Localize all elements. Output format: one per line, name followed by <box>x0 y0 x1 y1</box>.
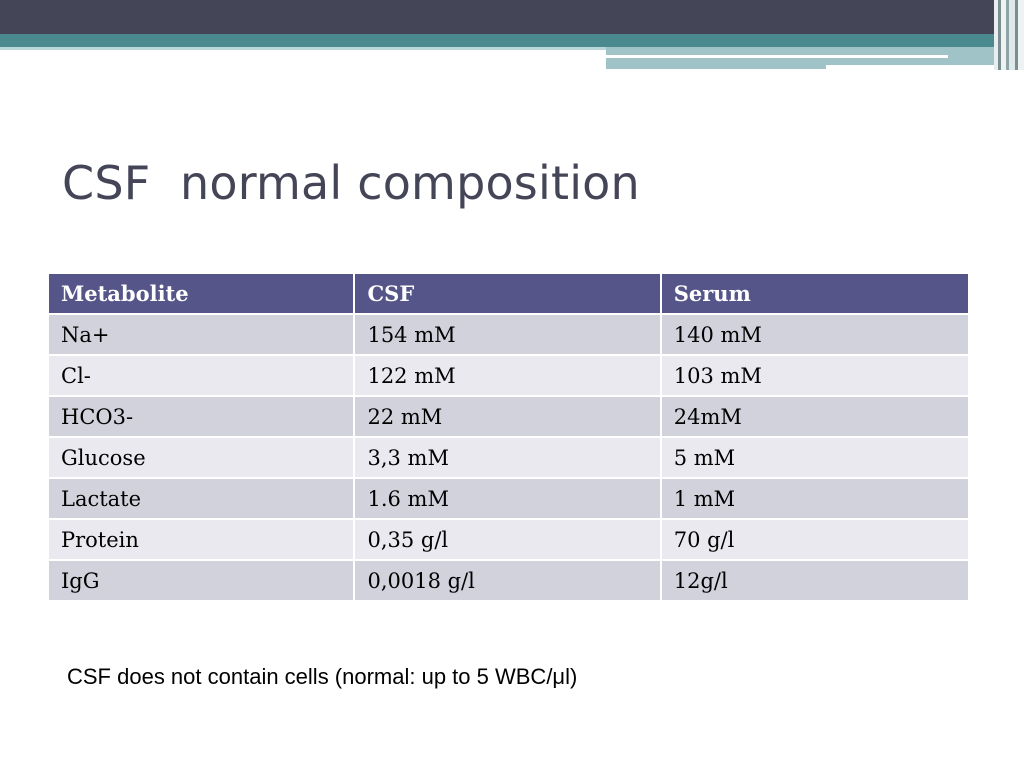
top-band-teal <box>0 34 1024 47</box>
cell-serum: 140 mM <box>659 313 971 356</box>
cell-metabolite: HCO3- <box>46 395 356 438</box>
cell-csf: 0,35 g/l <box>353 518 662 561</box>
cell-serum: 1 mM <box>659 477 971 520</box>
cell-serum: 5 mM <box>659 436 971 479</box>
cell-csf: 154 mM <box>353 313 662 356</box>
top-band-accent-underline <box>606 65 826 69</box>
top-band-dark <box>0 0 1024 34</box>
composition-table: Metabolite CSF Serum Na+ 154 mM 140 mM C… <box>46 272 971 602</box>
top-band-accent-line <box>606 55 948 58</box>
cell-serum: 103 mM <box>659 354 971 397</box>
table-row: Glucose 3,3 mM 5 mM <box>46 436 971 479</box>
table-row: Protein 0,35 g/l 70 g/l <box>46 518 971 561</box>
cell-csf: 3,3 mM <box>353 436 662 479</box>
cell-serum: 24mM <box>659 395 971 438</box>
header-serum: Serum <box>659 272 971 315</box>
cell-metabolite: Protein <box>46 518 356 561</box>
footnote: CSF does not contain cells (normal: up t… <box>67 664 578 689</box>
cell-metabolite: Cl- <box>46 354 356 397</box>
cell-serum: 12g/l <box>659 559 971 602</box>
cell-metabolite: Lactate <box>46 477 356 520</box>
header-csf: CSF <box>353 272 662 315</box>
table-row: Na+ 154 mM 140 mM <box>46 313 971 356</box>
cell-csf: 122 mM <box>353 354 662 397</box>
cell-metabolite: IgG <box>46 559 356 602</box>
top-band-stripes <box>994 0 1024 70</box>
table-row: HCO3- 22 mM 24mM <box>46 395 971 438</box>
cell-csf: 0,0018 g/l <box>353 559 662 602</box>
cell-serum: 70 g/l <box>659 518 971 561</box>
table-row: Cl- 122 mM 103 mM <box>46 354 971 397</box>
cell-csf: 1.6 mM <box>353 477 662 520</box>
slide-title: CSF normal composition <box>62 156 640 210</box>
header-metabolite: Metabolite <box>46 272 356 315</box>
table-row: Lactate 1.6 mM 1 mM <box>46 477 971 520</box>
cell-csf: 22 mM <box>353 395 662 438</box>
cell-metabolite: Na+ <box>46 313 356 356</box>
top-band-light <box>0 47 1024 50</box>
cell-metabolite: Glucose <box>46 436 356 479</box>
table-header-row: Metabolite CSF Serum <box>46 272 971 315</box>
table-row: IgG 0,0018 g/l 12g/l <box>46 559 971 602</box>
